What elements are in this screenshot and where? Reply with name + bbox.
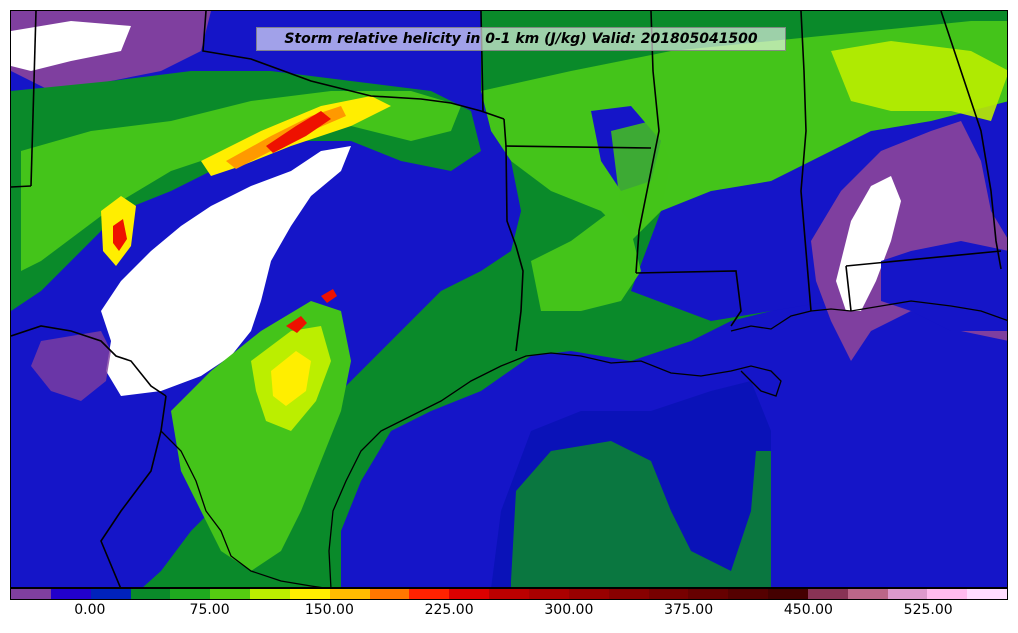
colorbar-segment [728, 589, 769, 599]
colorbar-tick-label: 225.00 [424, 602, 474, 618]
colorbar-segment [210, 589, 251, 599]
colorbar-tick-label: 0.00 [74, 602, 106, 618]
central-tx-yellow [271, 351, 311, 406]
colorbar-segment [648, 589, 689, 599]
ok-lightgreen-band [21, 91, 461, 271]
colorbar-segment [768, 589, 808, 599]
colorbar-tick-label: 300.00 [544, 602, 594, 618]
colorbar [10, 588, 1008, 600]
colorbar-segment [170, 589, 211, 599]
east-tx-lightgreen [531, 211, 641, 311]
colorbar-segment [329, 589, 370, 599]
west-texas-white [101, 146, 351, 396]
central-tx-red-2 [321, 289, 337, 303]
colorbar-segment [967, 589, 1008, 599]
colorbar-segment [409, 589, 450, 599]
colorbar-segment [528, 589, 569, 599]
map-plot-area: Storm relative helicity in 0-1 km (J/kg)… [10, 10, 1008, 588]
ok-red-spot [266, 111, 331, 153]
colorbar-tick-label: 75.00 [189, 602, 230, 618]
coastline [328, 300, 1007, 587]
colorbar-segment [927, 589, 968, 599]
colorbar-segment [449, 589, 490, 599]
colorbar-tick-label: 150.00 [304, 602, 354, 618]
east-white [836, 176, 901, 311]
colorbar-segment [489, 589, 529, 599]
top-white [11, 21, 131, 71]
helicity-map [11, 11, 1007, 587]
colorbar-segment [289, 589, 330, 599]
colorbar-segment [568, 589, 609, 599]
state-borders [11, 11, 1002, 587]
gulf-green-patch [511, 441, 771, 587]
colorbar-segment [50, 589, 91, 599]
colorbar-tick-labels: 0.00 75.00 150.00 225.00 300.00 375.00 450.00 5… [10, 602, 1008, 626]
colorbar-segment [90, 589, 131, 599]
colorbar-segment [608, 589, 649, 599]
east-blue-2 [881, 241, 1007, 331]
west-texas-purple-edge [31, 331, 111, 401]
mexico-border [160, 430, 323, 587]
north-yellow [831, 41, 1007, 121]
colorbar-segment [688, 589, 729, 599]
colorbar-segment [130, 589, 171, 599]
colorbar-tick-label: 450.00 [783, 602, 833, 618]
colorbar-segment [369, 589, 410, 599]
map-title: Storm relative helicity in 0-1 km (J/kg)… [256, 27, 786, 51]
colorbar-segment [11, 589, 51, 599]
west-red-spot [113, 219, 127, 251]
colorbar-tick-label: 375.00 [664, 602, 714, 618]
colorbar-segment [807, 589, 848, 599]
central-tx-red [286, 316, 307, 333]
colorbar-segment [250, 589, 290, 599]
colorbar-tick-label: 525.00 [903, 602, 953, 618]
colorbar-segment [847, 589, 888, 599]
colorbar-segment [887, 589, 928, 599]
